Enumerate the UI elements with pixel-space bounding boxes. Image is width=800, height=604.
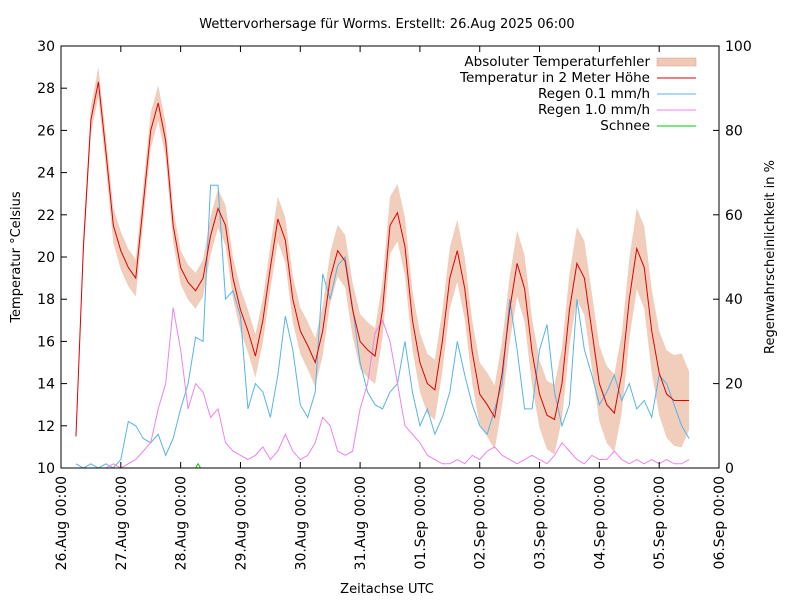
x-tick-label: 01.Sep 00:00 — [413, 476, 429, 569]
legend-label: Regen 1.0 mm/h — [538, 102, 650, 118]
y-axis-right: 0 20 40 60 80 100 — [713, 39, 752, 477]
y2-axis-label: Regenwahrscheinlichkeit in % — [763, 160, 778, 354]
y-tick-label: 28 — [37, 81, 55, 97]
legend-label: Temperatur in 2 Meter Höhe — [459, 70, 650, 86]
y2-tick-label: 20 — [725, 377, 743, 393]
y-tick-label: 20 — [37, 250, 55, 266]
x-tick-label: 31.Aug 00:00 — [353, 476, 369, 570]
rain-1-0-line — [75, 307, 690, 469]
legend-label: Regen 0.1 mm/h — [538, 86, 650, 102]
x-tick-label: 02.Sep 00:00 — [473, 476, 489, 569]
y-tick-label: 24 — [37, 166, 55, 182]
x-axis-label: Zeitachse UTC — [340, 582, 434, 597]
y-axis-left: 10 12 14 16 18 20 22 24 26 28 30 — [37, 39, 67, 477]
y-tick-label: 10 — [37, 461, 55, 477]
y-tick-label: 12 — [37, 419, 55, 435]
x-tick-label: 04.Sep 00:00 — [592, 476, 608, 569]
rain-0-1-line — [75, 184, 690, 469]
x-tick-label: 03.Sep 00:00 — [533, 476, 549, 569]
x-tick-label: 05.Sep 00:00 — [652, 476, 668, 569]
legend-label: Schnee — [600, 118, 650, 134]
x-tick-label: 26.Aug 00:00 — [54, 476, 70, 570]
x-tick-label: 06.Sep 00:00 — [712, 476, 728, 569]
y-tick-label: 26 — [37, 123, 55, 139]
x-tick-label: 30.Aug 00:00 — [293, 476, 309, 570]
y2-tick-label: 60 — [725, 208, 743, 224]
temperature-error-band — [75, 67, 690, 455]
x-tick-label: 28.Aug 00:00 — [174, 476, 190, 570]
series-layer — [75, 81, 690, 469]
x-tick-label: 27.Aug 00:00 — [114, 476, 130, 570]
legend-label: Absoluter Temperaturfehler — [464, 54, 650, 70]
y-tick-label: 30 — [37, 39, 55, 55]
y-tick-label: 18 — [37, 292, 55, 308]
chart-title: Wettervorhersage für Worms. Erstellt: 26… — [199, 17, 574, 32]
y-tick-label: 22 — [37, 208, 55, 224]
legend-swatch-band — [656, 57, 697, 67]
y-tick-label: 16 — [37, 334, 55, 350]
error-band-layer — [75, 67, 690, 455]
y2-tick-label: 0 — [725, 461, 734, 477]
y-tick-label: 14 — [37, 377, 55, 393]
temperature-line — [75, 81, 690, 437]
y2-tick-label: 100 — [725, 39, 752, 55]
y2-tick-label: 40 — [725, 292, 743, 308]
x-tick-label: 29.Aug 00:00 — [233, 476, 249, 570]
y-axis-label: Temperatur °Celsius — [9, 191, 24, 324]
x-axis: 26.Aug 00:00 27.Aug 00:00 28.Aug 00:00 29.A… — [54, 46, 728, 570]
snow-line — [195, 462, 202, 469]
y2-tick-label: 80 — [725, 123, 743, 139]
